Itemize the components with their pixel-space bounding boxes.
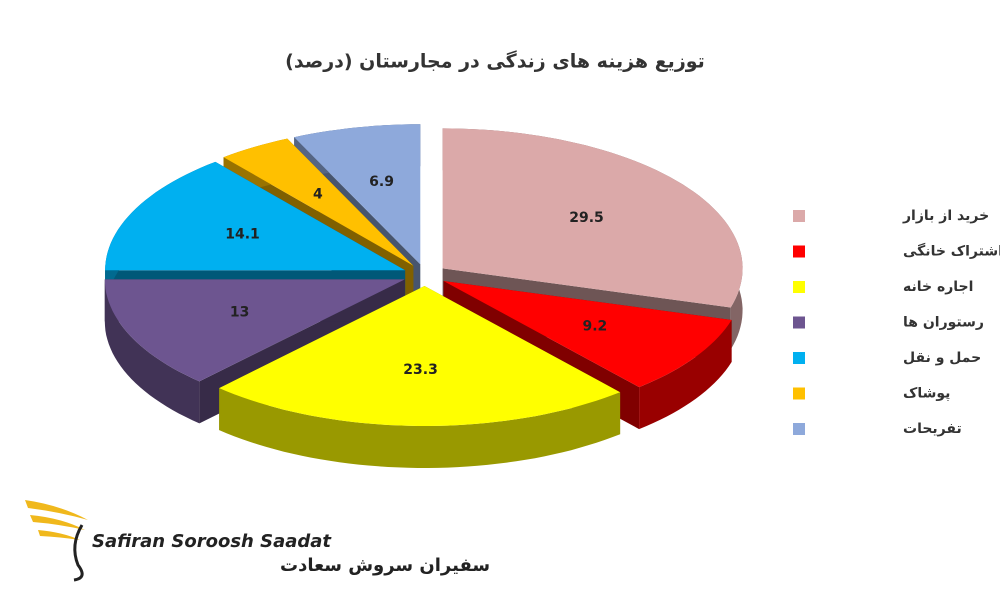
slice-top <box>443 281 732 388</box>
slice-wall <box>219 388 621 468</box>
legend-swatch <box>793 423 805 435</box>
slice-wall <box>639 320 732 430</box>
data-label: 4 <box>313 186 323 202</box>
legend-swatch <box>793 245 805 258</box>
slice-top <box>294 124 421 265</box>
slice-wall <box>104 279 200 424</box>
data-label: 29.5 <box>569 210 604 226</box>
logo-swan <box>73 524 84 582</box>
logo: Safiran Soroosh Saadat سفیران سروش سعادت <box>25 500 490 582</box>
slice-top <box>442 128 743 308</box>
slice-top <box>219 286 621 426</box>
legend-swatch <box>793 281 805 293</box>
data-label: 23.3 <box>403 362 438 378</box>
slice: 23.3 <box>219 286 621 468</box>
slice-top <box>104 279 405 382</box>
data-label: 6.9 <box>369 174 394 190</box>
legend-label: حمل و نقل <box>903 350 981 366</box>
data-label: 14.1 <box>225 226 260 242</box>
legend-swatch <box>793 316 805 329</box>
legend-label: اشتراک خانگی <box>903 243 1000 260</box>
legend-label: پوشاک <box>903 386 950 402</box>
data-label: 13 <box>230 305 249 321</box>
logo-persian: سفیران سروش سعادت <box>280 555 490 576</box>
chart-title: توزیع هزینه های زندگی در مجارستان (درصد) <box>285 50 705 73</box>
legend-swatch <box>793 387 805 400</box>
legend-label: تفریحات <box>903 421 962 437</box>
logo-wings <box>25 500 88 540</box>
slice-top <box>105 161 406 271</box>
data-label: 9.2 <box>582 318 607 334</box>
logo-latin: Safiran Soroosh Saadat <box>92 531 332 552</box>
legend-label: رستوران ها <box>903 315 984 331</box>
slice-top <box>223 138 414 266</box>
legend-swatch <box>793 352 805 364</box>
legend-swatch <box>793 210 805 222</box>
legend-label: خرید از بازار <box>902 208 989 224</box>
legend-label: اجاره خانه <box>903 279 973 295</box>
